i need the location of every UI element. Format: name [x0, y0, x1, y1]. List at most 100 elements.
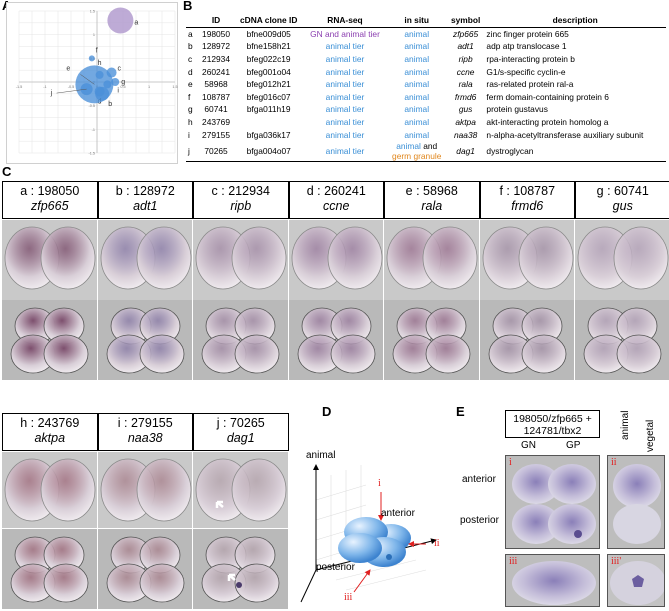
gene-symbol-label: zfp665: [30, 199, 69, 213]
point-label-b: b: [108, 101, 112, 108]
gene-id-label: i : 279155: [117, 416, 173, 430]
x-tick-label: -0.5: [68, 85, 75, 89]
table-cell-id: 198050: [202, 29, 230, 40]
label-e-i: i: [509, 457, 512, 468]
scatter-point-f: [88, 55, 95, 62]
embryo-photo-gus-bottom: [575, 300, 669, 380]
label-e-vegetal: vegetal: [645, 419, 656, 452]
table-cell-description: rpa-interacting protein b: [486, 53, 575, 64]
embryo-photo-aktpa-top: [2, 452, 97, 528]
table-cell-clone: [234, 116, 303, 129]
scatter-plot: -1.5-1-0.500.511.51.510.50-0.5-1-1.5abcd…: [16, 7, 178, 156]
point-label-h: h: [98, 60, 102, 67]
gene-symbol-label: gus: [612, 199, 633, 213]
leader-line-e: [80, 74, 95, 85]
table-cell-insitu: animal: [404, 29, 430, 40]
label-i: i: [378, 478, 381, 489]
table-cell-clone: bfeg012h21: [246, 79, 291, 90]
gene-symbol-label: adt1: [133, 199, 158, 213]
table-cell-symbol: ripb: [458, 53, 473, 64]
table-cell-clone: bfeg016c07: [246, 91, 291, 102]
gene-symbol-label: dag1: [226, 431, 255, 445]
photo-e-ii: ii: [607, 455, 665, 549]
table-cell-letter: i: [188, 129, 190, 140]
x-tick-label: 1.5: [172, 85, 177, 89]
table-cell-letter: a: [188, 29, 193, 40]
embryo-photo-rala-top: [384, 220, 479, 300]
embryo-photo-frmd6-bottom: [479, 300, 574, 380]
table-cell-description: zinc finger protein 665: [486, 29, 569, 40]
table-cell-description: ras-related protein ral-a: [486, 79, 574, 90]
table-cell-rnaseq: animal tier: [325, 53, 365, 64]
table-cell-symbol: ccne: [456, 66, 475, 77]
table-cell-symbol: rala: [458, 79, 473, 90]
table-cell-clone: bfeg022c19: [246, 53, 291, 64]
x-tick-label: -1.5: [16, 85, 23, 89]
scatter-point-a: [107, 7, 134, 34]
table-cell-symbol: zfp665: [453, 29, 479, 40]
gene-symbol-label: rala: [421, 199, 443, 213]
table-cell-id: 279155: [202, 129, 230, 140]
panel-c-header-ccne: d : 260241 ccne: [288, 181, 384, 219]
table-cell-rnaseq: animal tier: [325, 104, 365, 115]
scatter-point-i: [103, 80, 112, 89]
table-cell-letter: f: [188, 91, 191, 102]
label-ii: ii: [434, 538, 440, 549]
embryo-photo-gus-top: [575, 220, 669, 300]
photo-e-iii: iii: [505, 554, 600, 607]
label-e-iii-prime: iii': [611, 556, 622, 567]
panel-e-title-line1: 198050/zfp665 +: [513, 413, 592, 425]
table-header-cell: description: [484, 14, 666, 28]
gene-id-label: a : 198050: [20, 184, 80, 198]
table-cell-id: 60741: [204, 104, 228, 115]
embryo-photo-zfp665-top: [2, 220, 97, 300]
table-cell-rnaseq: animal tier: [325, 41, 365, 52]
panel-label-c: C: [2, 164, 12, 179]
table-body: a 198050 bfne009d05 GN and animal tier anima…: [186, 28, 666, 163]
table-cell-letter: e: [188, 79, 193, 90]
table-cell-rnaseq: animal tier: [325, 91, 365, 102]
table-header-cell: RNA-seq: [303, 14, 387, 28]
table-cell-insitu: animal: [404, 116, 430, 127]
panel-label-b: B: [183, 0, 193, 13]
insitu-and: and: [423, 141, 438, 152]
gene-id-label: g : 60741: [596, 184, 649, 198]
panel-c-header-ripb: c : 212934 ripb: [193, 181, 289, 219]
table-row: f 108787 bfeg016c07 animal tier animal frmd6 f…: [186, 90, 666, 103]
table-cell-letter: g: [188, 104, 193, 115]
photo-e-iii-prime: iii': [607, 554, 665, 607]
table-cell-clone: bfne009d05: [246, 29, 291, 40]
y-tick-label: 1: [93, 33, 95, 37]
y-tick-label: 1.5: [90, 10, 95, 14]
label-anterior: anterior: [381, 508, 415, 519]
gene-symbol-label: aktpa: [34, 431, 66, 445]
insitu-animal: animal: [396, 141, 421, 152]
table-cell-rnaseq: GN and animal tier: [310, 29, 380, 40]
table-cell-symbol: gus: [458, 104, 473, 115]
label-e-animal: animal: [620, 410, 631, 440]
panel-label-d: D: [322, 404, 332, 419]
gene-id-label: c : 212934: [211, 184, 270, 198]
table-cell-id: 58968: [204, 79, 228, 90]
gene-symbol-label: naa38: [127, 431, 163, 445]
table-header-row: ID cDNA clone ID RNA-seq in situ symbol descr…: [186, 14, 666, 28]
embryo-photo-frmd6-top: [479, 220, 574, 300]
embryo-photo-aktpa-bottom: [2, 529, 97, 609]
photo-e-i: i: [505, 455, 600, 549]
table-row: j 70265 bfga004o07 animal tier animal and ger…: [186, 140, 666, 163]
embryo-photo-ripb-top: [193, 220, 288, 300]
y-tick-label: -1: [92, 128, 95, 132]
table-cell-letter: d: [188, 66, 193, 77]
orientation-diagram-svg: [300, 464, 437, 603]
table-header-cell: [186, 14, 198, 28]
panel-c-header-naa38: i : 279155 naa38: [97, 413, 193, 451]
table-cell-rnaseq: animal tier: [303, 140, 387, 163]
table-cell-rnaseq: animal tier: [325, 116, 365, 127]
label-gn: GN: [521, 440, 536, 451]
table-cell-description: dystroglycan: [484, 140, 666, 163]
embryo-photo-dag1-bottom: [193, 529, 288, 609]
panel-c-header-dag1: j : 70265 dag1: [193, 413, 289, 451]
gene-id-label: f : 108787: [499, 184, 556, 198]
insitu-germ-granule: germ granule: [392, 151, 442, 162]
lateral-axis: [300, 569, 317, 603]
